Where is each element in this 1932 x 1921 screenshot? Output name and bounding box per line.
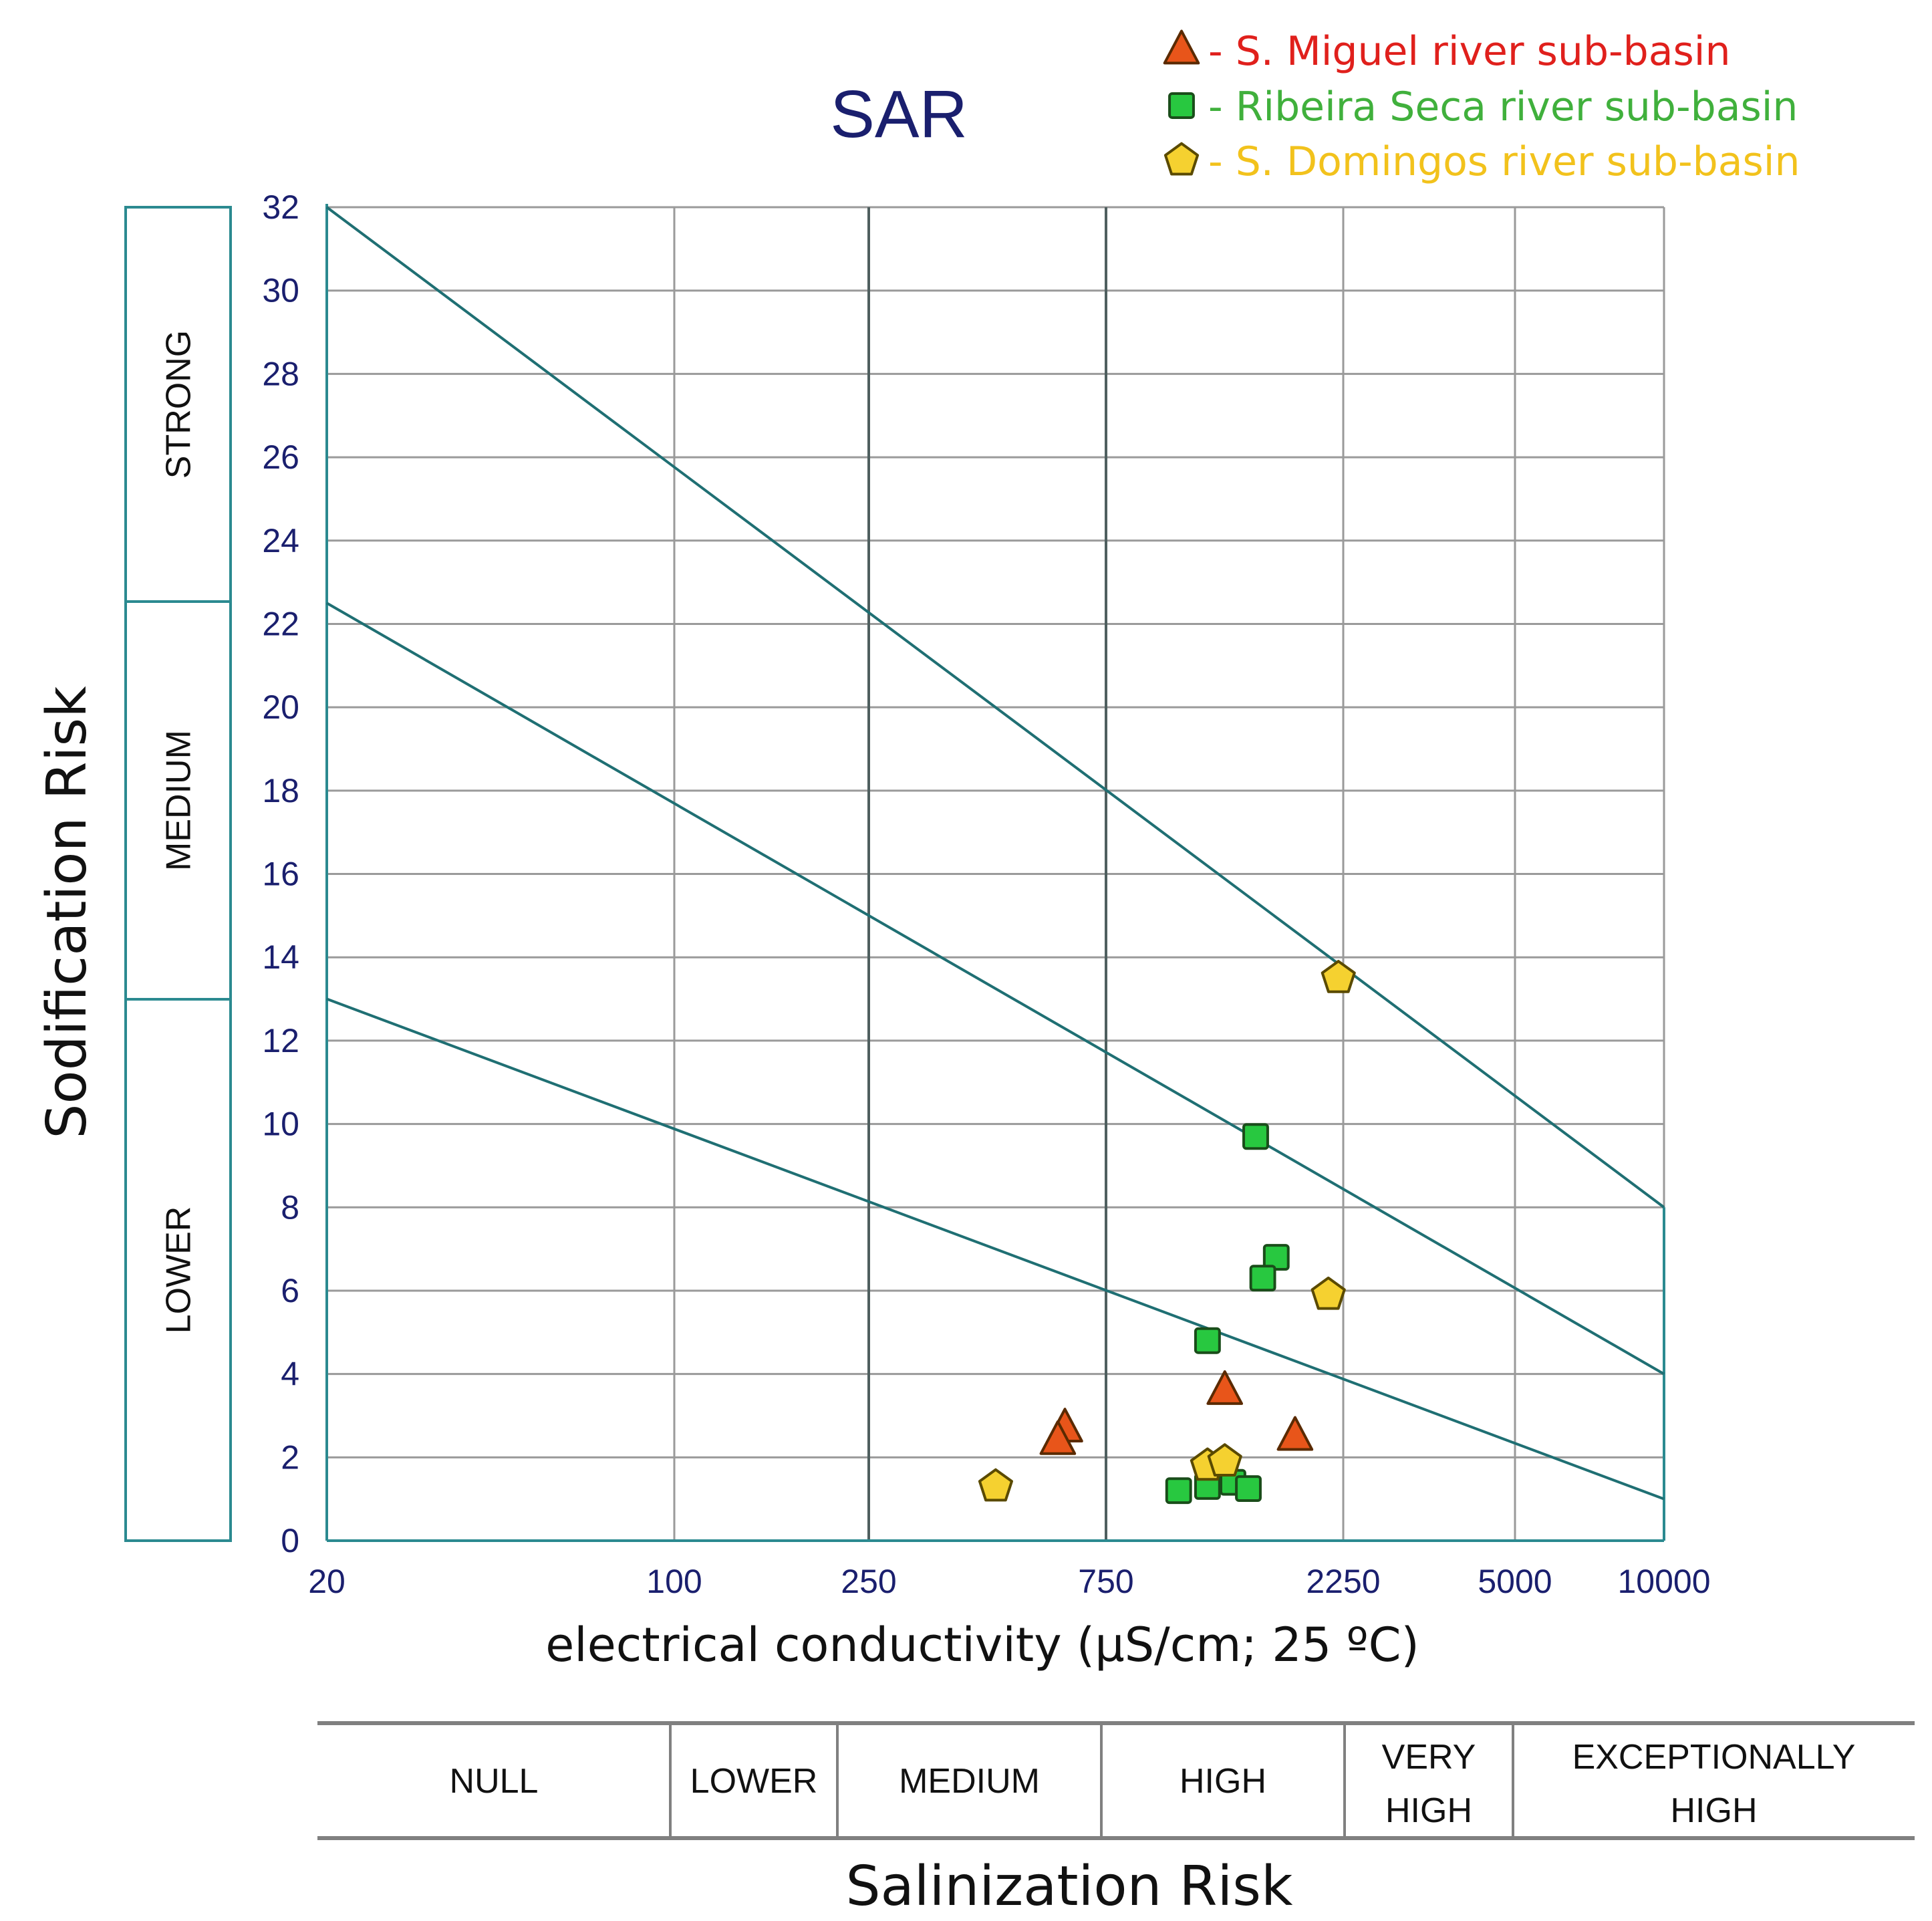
x-tick-label: 250 <box>841 1563 896 1600</box>
sodification-band-box <box>124 998 232 1542</box>
y-tick-label: 10 <box>262 1106 299 1143</box>
salinization-band-label-line: HIGH <box>1671 1791 1758 1830</box>
pentagon-data-point <box>1310 1276 1346 1310</box>
x-tick-label: 750 <box>1078 1563 1133 1600</box>
salinization-band-label-line: EXCEPTIONALLY <box>1572 1738 1856 1777</box>
lower-threshold-line <box>326 997 1665 1501</box>
salinization-band: LOWER <box>690 1762 818 1801</box>
salinization-band: NULL <box>450 1762 539 1801</box>
legend-square-icon <box>1168 92 1195 119</box>
series-square <box>1165 1123 1290 1505</box>
legend: - S. Miguel river sub-basin - Ribeira Sec… <box>1163 28 1800 185</box>
salinization-band-label: MEDIUM <box>899 1762 1040 1801</box>
salinization-band-label: VERY HIGH <box>1382 1738 1476 1830</box>
y-tick-label: 28 <box>262 355 299 392</box>
sodification-bands: STRONG MEDIUM LOWER <box>124 206 232 1542</box>
y-tick-label: 8 <box>281 1188 299 1226</box>
sodification-band-label: LOWER <box>160 1206 198 1334</box>
legend-triangle-icon <box>1163 29 1200 65</box>
plot-area <box>325 204 1665 1542</box>
chart-title: SAR <box>830 77 968 152</box>
square-data-point <box>1249 1265 1276 1292</box>
x-tick-label: 100 <box>646 1563 702 1600</box>
pentagon-data-point <box>1207 1443 1242 1477</box>
legend-label: - S. Miguel river sub-basin <box>1208 28 1731 75</box>
square-data-point <box>1235 1475 1262 1503</box>
square-data-point <box>1165 1477 1192 1505</box>
pentagon-data-point <box>1321 960 1356 993</box>
legend-pentagon-icon <box>1163 142 1200 176</box>
y-tick-label: 24 <box>262 522 299 559</box>
salinization-band: MEDIUM <box>899 1762 1040 1801</box>
y-tick-label: 20 <box>262 688 299 726</box>
y-tick-label: 2 <box>281 1438 299 1476</box>
salinization-title: Salinization Risk <box>845 1855 1293 1918</box>
y-tick-label: 30 <box>262 272 299 309</box>
salinization-band: VERY HIGH <box>1382 1738 1476 1830</box>
series-triangle <box>1039 1370 1314 1455</box>
y-tick-label: 6 <box>281 1272 299 1309</box>
square-data-point <box>1194 1327 1221 1354</box>
x-tick-label: 2250 <box>1306 1563 1380 1600</box>
x-tick-label: 5000 <box>1478 1563 1552 1600</box>
data-markers <box>978 960 1356 1505</box>
y-tick-label: 18 <box>262 772 299 809</box>
y-tick-label: 0 <box>281 1522 299 1559</box>
medium-threshold-line <box>326 602 1665 1376</box>
series-pentagon <box>978 960 1356 1502</box>
x-axis: 20 100 250 750 2250 5000 10000 <box>308 1563 1710 1600</box>
y-tick-label: 32 <box>262 188 299 226</box>
salinization-band-label-line: VERY <box>1382 1738 1476 1777</box>
y-tick-label: 4 <box>281 1356 299 1393</box>
triangle-data-point <box>1206 1370 1244 1405</box>
x-axis-label: electrical conductivity (μS/cm; 25 ºC) <box>545 1618 1419 1672</box>
salinization-band-label: LOWER <box>690 1762 818 1801</box>
salinization-band-label: EXCEPTIONALLY HIGH <box>1572 1738 1856 1830</box>
square-data-point <box>1242 1123 1269 1150</box>
strong-threshold-line <box>325 206 1665 1208</box>
legend-label: - Ribeira Seca river sub-basin <box>1208 84 1798 130</box>
y-tick-label: 16 <box>262 856 299 893</box>
y-tick-label: 14 <box>262 938 299 976</box>
legend-label: - S. Domingos river sub-basin <box>1208 138 1800 185</box>
sodification-band-label: MEDIUM <box>160 730 198 871</box>
salinization-band-label: HIGH <box>1180 1762 1266 1801</box>
x-tick-label: 20 <box>308 1563 346 1600</box>
square-data-point <box>1262 1244 1290 1271</box>
sodification-band-label: STRONG <box>160 330 198 479</box>
salinization-band: HIGH <box>1180 1762 1266 1801</box>
salinization-band-label: NULL <box>450 1762 539 1801</box>
y-axis-label: Sodification Risk <box>35 686 99 1139</box>
salinization-band: EXCEPTIONALLY HIGH <box>1572 1738 1856 1830</box>
salinization-band-label-line: HIGH <box>1385 1791 1472 1830</box>
triangle-data-point <box>1039 1420 1077 1455</box>
triangle-data-point <box>1276 1416 1314 1451</box>
y-tick-label: 12 <box>262 1022 299 1059</box>
y-tick-label: 26 <box>262 438 299 476</box>
y-tick-label: 22 <box>262 605 299 642</box>
x-tick-label: 10000 <box>1617 1563 1710 1600</box>
pentagon-data-point <box>978 1468 1013 1502</box>
